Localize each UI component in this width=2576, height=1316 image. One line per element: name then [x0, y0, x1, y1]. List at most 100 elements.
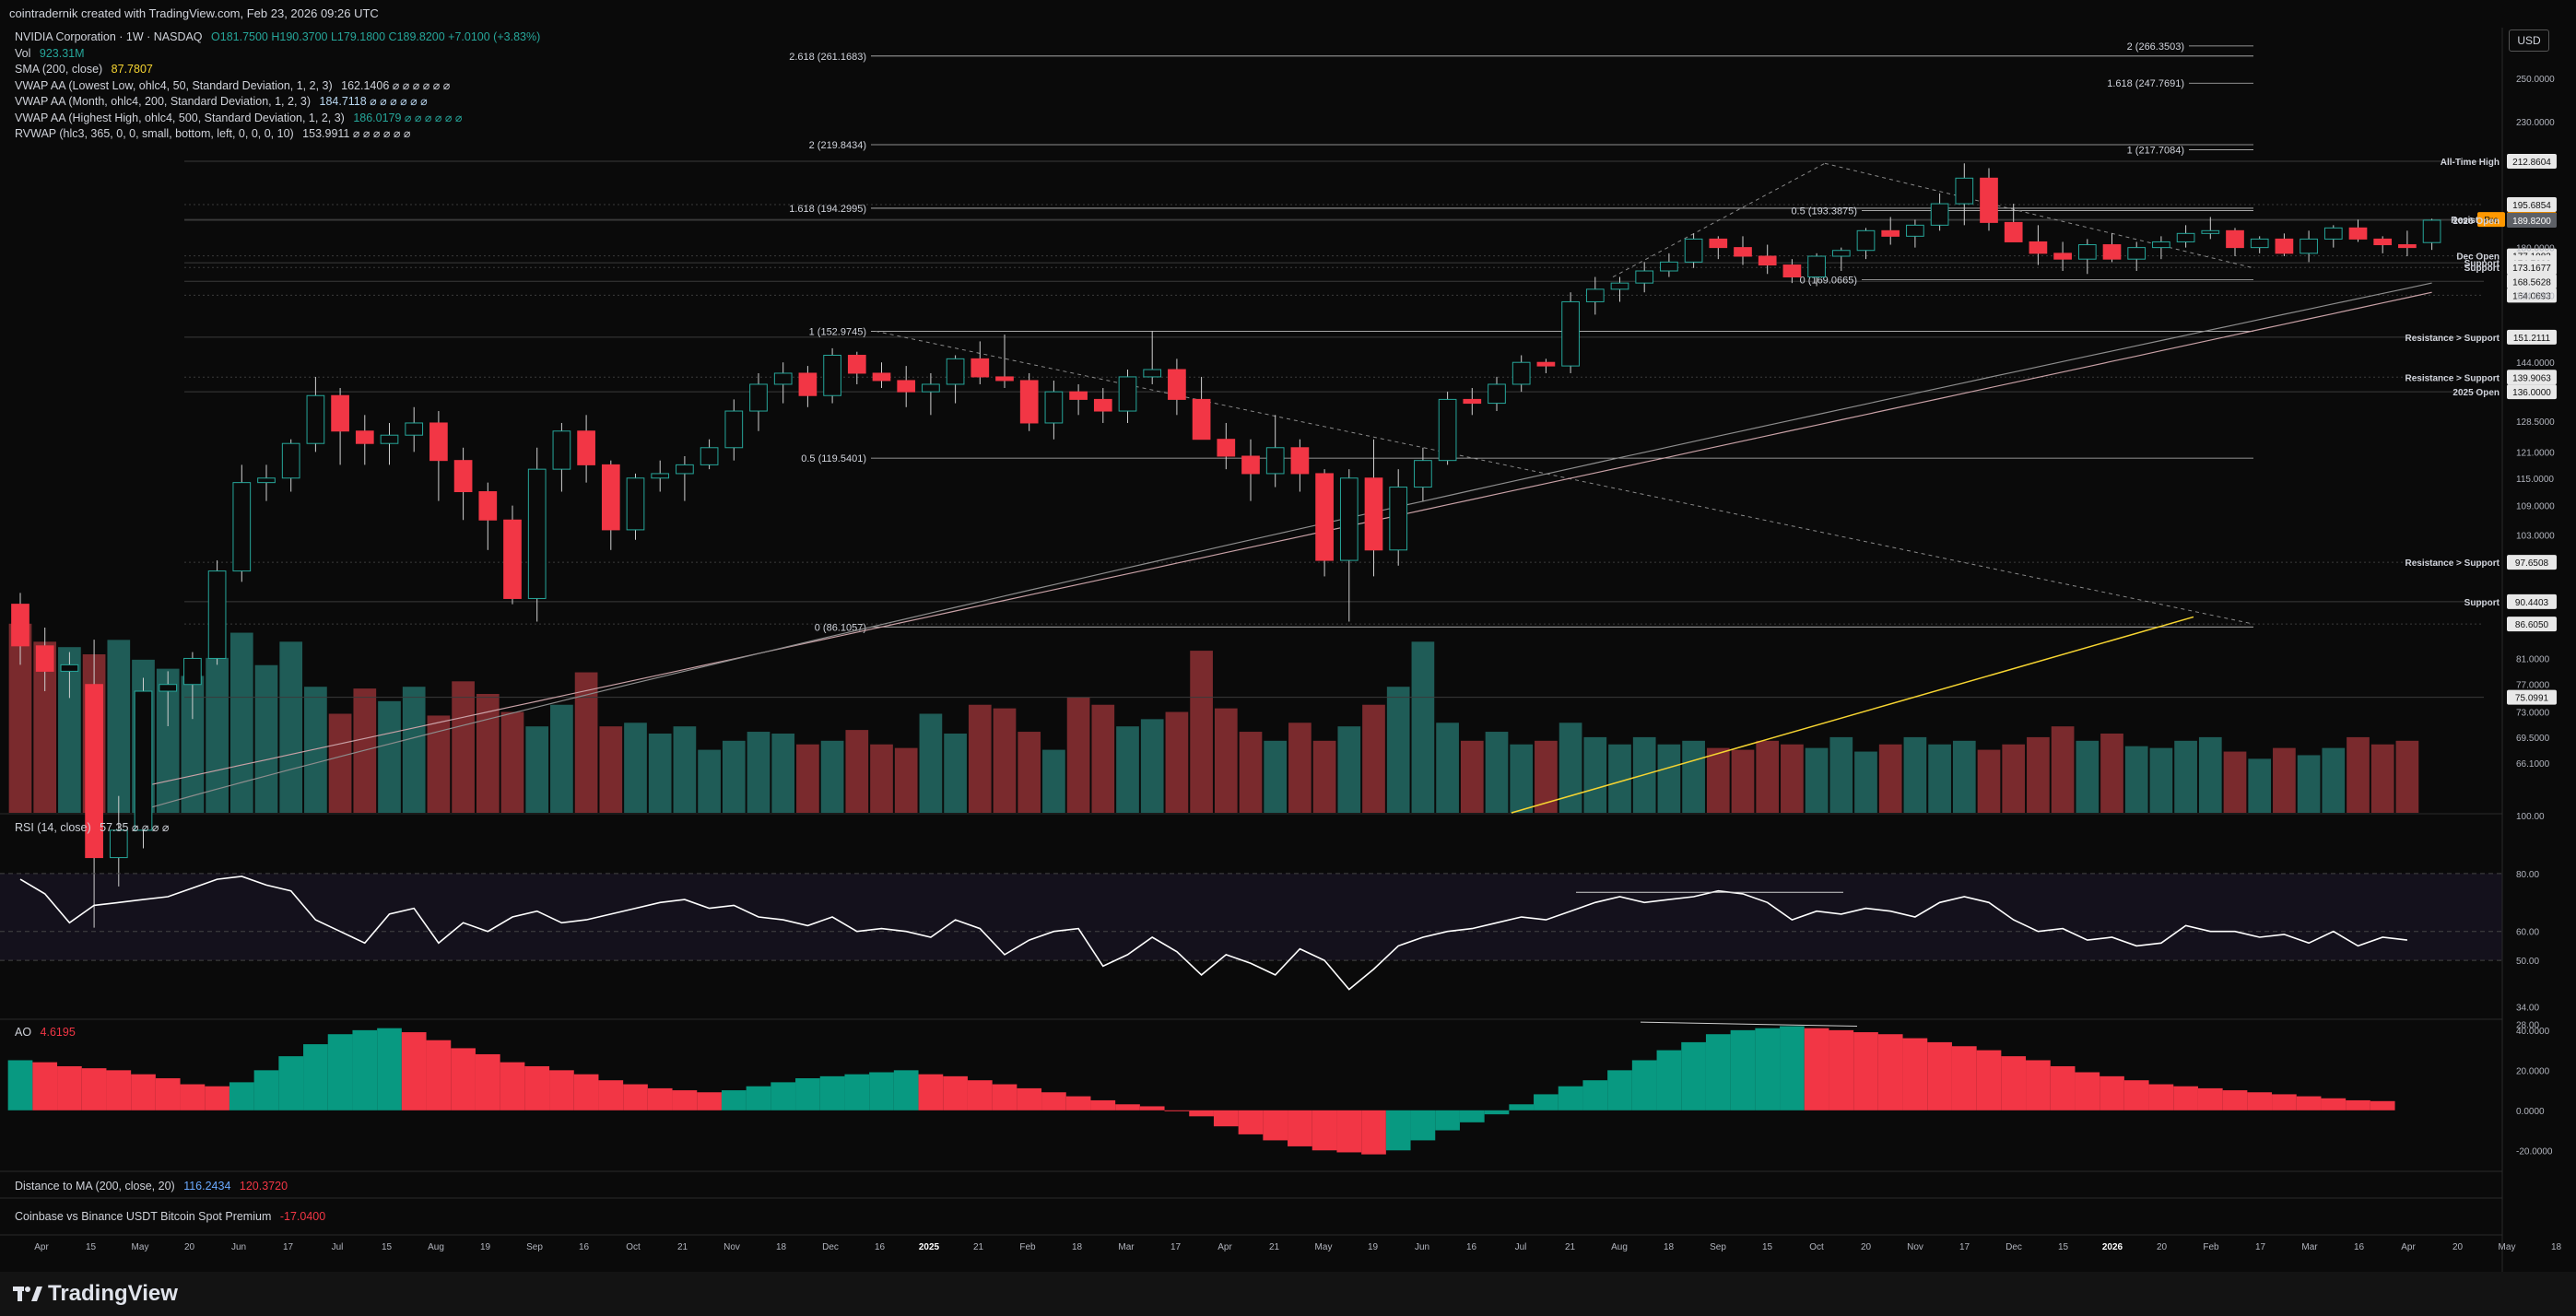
volume-bar: [1140, 719, 1164, 813]
level-label: 2026 Open: [2452, 217, 2500, 227]
candle: [995, 376, 1014, 382]
ao-bar: [205, 1086, 229, 1110]
candle: [1610, 282, 1629, 290]
candle: [1684, 238, 1703, 263]
ao-bar: [869, 1072, 894, 1110]
time-axis-tick: Oct: [626, 1242, 641, 1252]
ao-bar: [1459, 1110, 1485, 1122]
candle: [2152, 241, 2170, 249]
time-axis-tick: Mar: [1118, 1242, 1135, 1252]
distance-legend[interactable]: Distance to MA (200, close, 20) 116.2434…: [15, 1180, 288, 1193]
candle: [676, 464, 694, 475]
time-axis-tick: 15: [86, 1242, 97, 1252]
time-axis-tick: 18: [776, 1242, 787, 1252]
candle: [2077, 244, 2097, 260]
volume-bar: [2347, 736, 2370, 813]
ao-bar: [278, 1056, 304, 1110]
volume-bar: [1017, 732, 1041, 813]
volume-bar: [2223, 751, 2247, 813]
vwap1-row[interactable]: VWAP AA (Lowest Low, ohlc4, 50, Standard…: [15, 78, 540, 95]
candle: [1044, 391, 1064, 424]
candle: [552, 430, 571, 470]
candle: [503, 519, 522, 599]
candle: [1463, 398, 1482, 405]
vwap-month-line: [143, 291, 2432, 787]
ao-bar: [7, 1060, 33, 1110]
price-tag-text: 75.0991: [2515, 694, 2549, 704]
volume-bar: [1460, 740, 1484, 813]
symbol-title[interactable]: NVIDIA Corporation · 1W · NASDAQ: [15, 30, 203, 43]
candle: [306, 394, 325, 444]
level-label: Support: [2464, 264, 2500, 274]
candle: [1241, 455, 1260, 475]
price-tag-text: 189.8200: [2512, 217, 2551, 227]
time-axis-tick: Aug: [428, 1242, 444, 1252]
ao-bar: [2197, 1087, 2223, 1110]
ao-bar: [1139, 1106, 1165, 1110]
ao-bar: [1582, 1080, 1608, 1110]
ao-bar: [1804, 1028, 1829, 1110]
candle: [281, 442, 300, 479]
vwap2-value: 184.7118 ⌀ ⌀ ⌀ ⌀ ⌀ ⌀: [319, 95, 428, 108]
volume-bar: [698, 749, 721, 813]
sma-row[interactable]: SMA (200, close) 87.7807: [15, 62, 540, 78]
candle: [1118, 376, 1137, 412]
vwap2-label: VWAP AA (Month, ohlc4, 200, Standard Dev…: [15, 95, 312, 108]
candle: [1831, 250, 1851, 257]
level-label: 2025 Open: [2452, 388, 2500, 398]
ao-bar: [1927, 1041, 1952, 1110]
candle: [1143, 369, 1162, 378]
volume-row[interactable]: Vol 923.31M: [15, 46, 540, 63]
price-axis-tick: 77.0000: [2516, 681, 2550, 691]
ao-bar: [2247, 1092, 2273, 1110]
ao-bar: [1041, 1092, 1066, 1110]
vwap2-row[interactable]: VWAP AA (Month, ohlc4, 200, Standard Dev…: [15, 94, 540, 111]
candle: [35, 645, 54, 672]
chart-canvas[interactable]: 2.618 (261.1683) 2 (266.3503) 1.618 (247.7…: [0, 0, 2576, 1272]
ao-bar: [1065, 1096, 1091, 1110]
ao-bar: [943, 1075, 968, 1110]
time-axis-tick: May: [1315, 1242, 1333, 1252]
volume-bar: [1928, 744, 1951, 813]
volume-bar: [1116, 726, 1139, 813]
price-tag-text: 136.0000: [2512, 388, 2551, 398]
volume-label: Vol: [15, 46, 31, 60]
candle: [1709, 238, 1728, 249]
ao-bar: [1755, 1028, 1781, 1110]
premium-value: -17.0400: [279, 1210, 326, 1223]
price-axis-tick: 121.0000: [2516, 448, 2555, 458]
rsi-band: [0, 873, 2502, 961]
volume-bar: [1657, 744, 1681, 813]
symbol-row[interactable]: NVIDIA Corporation · 1W · NASDAQ O181.75…: [15, 29, 540, 46]
ao-bar: [697, 1092, 722, 1110]
ao-bar: [1263, 1110, 1288, 1141]
ao-bar: [893, 1070, 919, 1110]
time-axis-tick: Apr: [34, 1242, 49, 1252]
time-axis-tick: 21: [973, 1242, 984, 1252]
ao-bar: [1238, 1110, 1264, 1134]
volume-bar: [378, 700, 401, 813]
ao-bar: [1681, 1041, 1706, 1110]
candle: [749, 383, 768, 412]
pre-market-tag: [2477, 212, 2505, 228]
vwap3-row[interactable]: VWAP AA (Highest High, ohlc4, 500, Stand…: [15, 111, 540, 127]
ao-bar: [918, 1074, 944, 1110]
ao-bar: [1656, 1050, 1682, 1110]
volume-bar: [1829, 736, 1853, 813]
volume-bar: [2370, 744, 2394, 813]
rvwap-row[interactable]: RVWAP (hlc3, 365, 0, 0, small, bottom, l…: [15, 126, 540, 143]
currency-button[interactable]: USD: [2509, 29, 2549, 52]
time-axis-tick: Jul: [1515, 1242, 1527, 1252]
fib-label: 1 (152.9745): [809, 326, 866, 337]
rsi-legend[interactable]: RSI (14, close) 57.35 ⌀ ⌀ ⌀ ⌀: [15, 820, 169, 834]
volume-bar: [1411, 641, 1435, 813]
volume-bar: [599, 726, 623, 813]
ao-bar: [1115, 1104, 1140, 1110]
fib-label: 1 (217.7084): [2127, 145, 2184, 156]
candle: [453, 460, 473, 493]
ao-legend[interactable]: AO 4.6195: [15, 1026, 76, 1039]
ao-bar: [2100, 1075, 2124, 1110]
premium-legend[interactable]: Coinbase vs Binance USDT Bitcoin Spot Pr…: [15, 1210, 325, 1223]
sma-label: SMA (200, close): [15, 63, 103, 76]
volume-bar: [722, 740, 746, 813]
